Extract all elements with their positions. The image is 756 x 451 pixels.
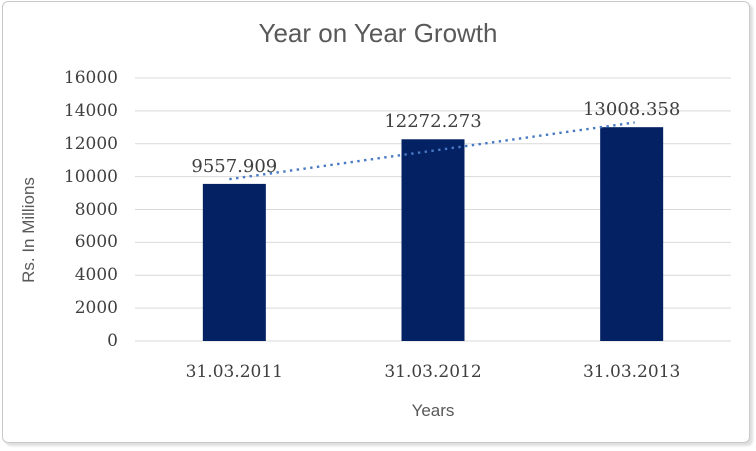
bar-31.03.2012 [401,139,465,341]
y-tick-label: 10000 [63,166,118,187]
x-tick-label: 31.03.2013 [582,362,681,382]
y-tick-label: 12000 [63,133,118,154]
bar-value-label: 13008.358 [582,99,681,121]
bar-value-label: 12272.273 [384,111,482,133]
chart-title: Year on Year Growth [258,18,498,48]
y-tick-label: 0 [107,331,118,351]
x-tick-label: 31.03.2012 [384,362,482,382]
y-tick-label: 4000 [74,265,118,286]
y-tick-label: 8000 [74,199,118,220]
y-tick-label: 14000 [63,100,118,121]
x-axis-title: Years [411,401,455,420]
y-tick-label: 16000 [63,68,118,88]
bar-31.03.2013 [600,127,664,342]
trendline [229,121,635,181]
bar-value-label: 9557.909 [191,155,278,177]
x-tick-label: 31.03.2011 [185,362,283,382]
y-tick-label: 6000 [74,232,118,253]
y-tick-label: 2000 [74,298,118,319]
bar-31.03.2011 [202,183,266,341]
